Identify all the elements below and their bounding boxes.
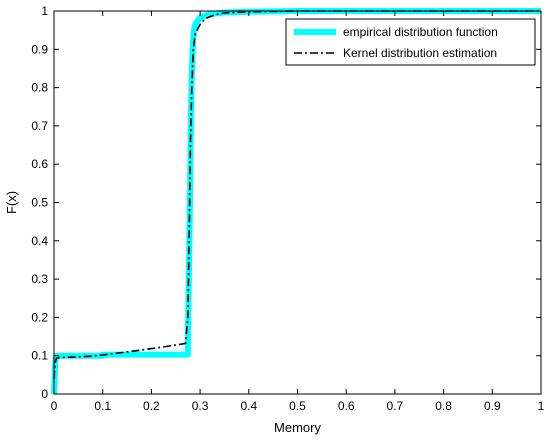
x-axis-label: Memory [274,420,321,435]
x-tick-label: 1 [538,399,545,413]
x-tick-label: 0.3 [192,399,209,413]
y-tick-label: 0.8 [31,81,48,95]
x-tick-label: 0.4 [240,399,257,413]
y-tick-label: 0.3 [31,272,48,286]
series-layer [51,8,541,395]
legend-label-empirical: empirical distribution function [343,25,498,39]
y-tick-label: 0.4 [31,234,48,248]
ticks-layer: 0 0.1 0.2 0.3 0.4 0.5 0.6 0.7 0.8 0.9 1 0 0.1 0.2 0.3 0… [31,4,544,413]
y-tick-label: 0.9 [31,42,48,56]
x-tick-label: 0.9 [484,399,501,413]
legend: empirical distribution function Kernel d… [285,18,536,66]
y-tick-label: 0.5 [31,196,48,210]
x-tick-label: 0.8 [435,399,452,413]
y-tick-label: 0 [41,387,48,401]
x-tick-label: 0.5 [289,399,306,413]
y-tick-label: 0.2 [31,310,48,324]
y-tick-label: 1 [41,4,48,18]
x-tick-label: 0.1 [94,399,111,413]
x-tick-label: 0.2 [143,399,160,413]
y-tick-label: 0.7 [31,119,48,133]
series-kernel-line [53,10,541,379]
y-axis-label: F(x) [4,191,19,214]
x-tick-label: 0.6 [338,399,355,413]
x-tick-label: 0.7 [387,399,404,413]
y-tick-label: 0.1 [31,349,48,363]
x-tick-label: 0 [51,399,58,413]
y-tick-label: 0.6 [31,157,48,171]
legend-label-kernel: Kernel distribution estimation [343,46,497,60]
legend-box [285,18,536,66]
